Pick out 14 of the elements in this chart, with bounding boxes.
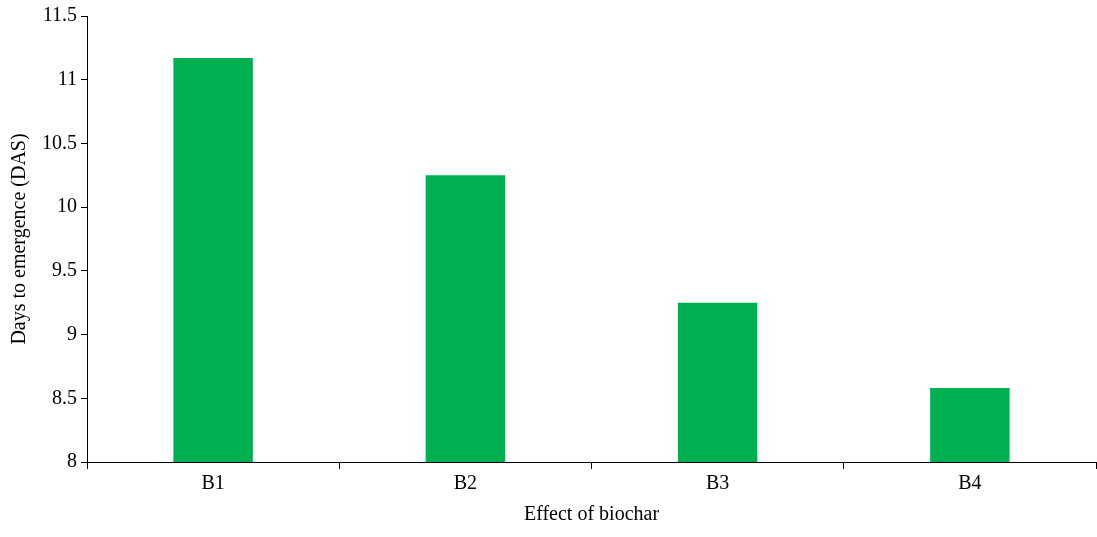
y-axis-title: Days to emergence (DAS) xyxy=(7,133,31,345)
y-tick-label: 9.5 xyxy=(52,258,77,281)
y-tick-label: 9 xyxy=(67,321,77,344)
y-tick-label: 10 xyxy=(57,194,77,217)
x-tick-label: B3 xyxy=(705,471,730,494)
x-tick-label: B4 xyxy=(958,471,982,494)
x-tick-label: B2 xyxy=(453,471,478,494)
y-tick-label: 10.5 xyxy=(42,130,77,153)
x-tick-label: B1 xyxy=(201,471,225,494)
x-axis-title: Effect of biochar xyxy=(523,502,660,525)
y-tick-label: 11 xyxy=(57,66,77,89)
y-tick-label: 8 xyxy=(67,449,77,472)
y-tick-label: 11.5 xyxy=(42,3,77,26)
y-tick-label: 8.5 xyxy=(52,385,77,408)
